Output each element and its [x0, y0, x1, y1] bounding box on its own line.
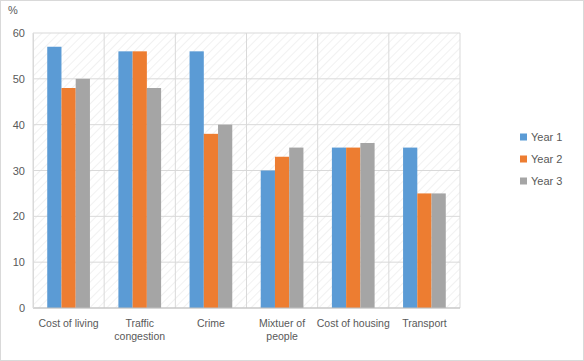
bar [118, 51, 132, 308]
legend-label: Year 2 [531, 153, 562, 165]
legend-label: Year 3 [531, 175, 562, 187]
x-tick-label: Cost of housing [317, 317, 390, 329]
x-tick-label: Mixtuer ofpeople [259, 317, 305, 342]
category-divider [460, 33, 461, 308]
series-bars [76, 79, 446, 308]
bar [261, 171, 275, 309]
chart: 0 10 20 30 40 50 60 Cost of living Trafficconges… [0, 0, 584, 361]
category-dividers [33, 33, 460, 308]
x-tick-label: Transport [402, 317, 447, 329]
x-tick-label: Crime [197, 317, 225, 329]
y-tick-label: 0 [19, 302, 25, 314]
legend-swatch [520, 156, 527, 163]
label-line: congestion [114, 330, 165, 342]
y-tick-label: 40 [13, 119, 25, 131]
category-divider [104, 33, 105, 308]
series-bars [61, 51, 431, 308]
bar [133, 51, 147, 308]
label-line: Cost of living [39, 317, 99, 329]
bar [360, 143, 374, 308]
x-axis-line [33, 308, 460, 309]
x-axis: Cost of living Trafficcongestion Crime Mixt… [39, 317, 447, 342]
bar [403, 148, 417, 308]
plot: 0 10 20 30 40 50 60 Cost of living Trafficconges… [13, 27, 460, 342]
legend-item: Year 1 [520, 131, 562, 143]
chart-border [1, 1, 584, 361]
y-tick: 30 [13, 165, 33, 177]
bar [417, 193, 431, 308]
bar [218, 125, 232, 308]
bar [61, 88, 75, 308]
y-tick-label: 60 [13, 27, 25, 39]
legend-item: Year 2 [520, 153, 562, 165]
x-tick-label: Cost of living [39, 317, 99, 329]
category-divider [317, 33, 318, 308]
category-divider [246, 33, 247, 308]
legend-label: Year 1 [531, 131, 562, 143]
bar [204, 134, 218, 308]
y-tick: 0 [19, 302, 33, 314]
bar [190, 51, 204, 308]
y-tick: 10 [13, 256, 33, 268]
y-tick-label: 30 [13, 165, 25, 177]
bar [47, 47, 61, 308]
bar [289, 148, 303, 308]
y-tick: 50 [13, 73, 33, 85]
y-tick-label: 20 [13, 210, 25, 222]
bars [47, 47, 446, 308]
y-tick: 20 [13, 210, 33, 222]
category-divider [33, 33, 34, 308]
label-line: Mixtuer of [259, 317, 305, 329]
grid-line [33, 308, 460, 309]
x-tick-label: Trafficcongestion [114, 317, 165, 342]
y-tick-label: 10 [13, 256, 25, 268]
bar [332, 148, 346, 308]
label-line: Traffic [125, 317, 154, 329]
grid [33, 33, 460, 308]
y-axis-line [33, 34, 34, 309]
bar [432, 193, 446, 308]
bar [76, 79, 90, 308]
bar [346, 148, 360, 308]
category-divider [175, 33, 176, 308]
y-tick-label: 50 [13, 73, 25, 85]
category-divider [388, 33, 389, 308]
bar [275, 157, 289, 308]
y-tick: 60 [13, 27, 33, 39]
legend: Year 1 Year 2 Year 3 [520, 131, 562, 187]
label-line: Transport [402, 317, 447, 329]
y-axis-title: % [8, 4, 18, 16]
legend-swatch [520, 178, 527, 185]
band-backgrounds [33, 33, 460, 308]
label-line: Crime [197, 317, 225, 329]
y-axis: 0 10 20 30 40 50 60 [13, 27, 34, 314]
legend-item: Year 3 [520, 175, 562, 187]
label-line: people [266, 330, 298, 342]
y-tick: 40 [13, 119, 33, 131]
label-line: Cost of housing [317, 317, 390, 329]
bar [147, 88, 161, 308]
series-bars [47, 47, 417, 308]
legend-swatch [520, 134, 527, 141]
